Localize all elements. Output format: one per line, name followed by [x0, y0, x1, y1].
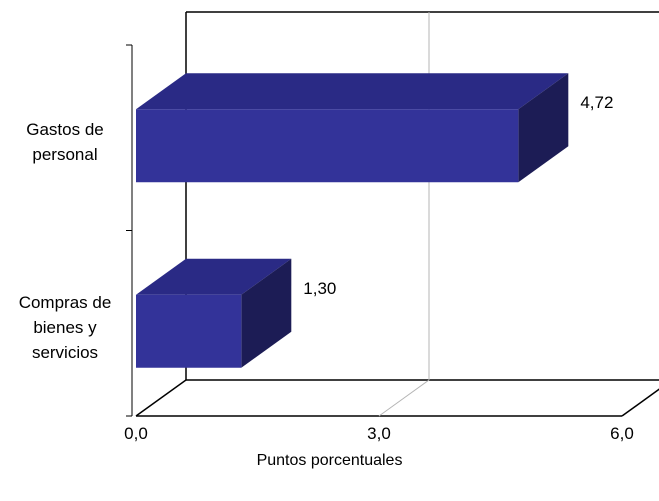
category-label-line: Gastos de — [26, 119, 104, 139]
x-tick-label: 0,0 — [124, 424, 148, 443]
bar-side-face — [518, 73, 569, 183]
bar-top-face — [136, 73, 569, 110]
category-label-line: servicios — [31, 342, 99, 362]
data-label: 1,30 — [303, 278, 337, 298]
category-label: Compras de bienes y servicios — [0, 290, 130, 365]
x-tick-label: 6,0 — [610, 424, 634, 443]
category-label-line: personal — [32, 144, 98, 164]
category-label-line: Compras de — [18, 292, 112, 312]
bar — [136, 73, 569, 183]
floor-left-edge — [135, 379, 187, 417]
gridline-floor — [378, 379, 430, 417]
bar-front-face — [136, 109, 519, 183]
floor-right-edge — [621, 388, 659, 417]
category-label-line: bienes y — [33, 317, 97, 337]
bar-front-face — [136, 294, 242, 368]
data-label: 4,72 — [580, 93, 614, 113]
bar-side-face — [241, 258, 292, 368]
x-tick-label: 3,0 — [367, 424, 391, 443]
bar-top-face — [136, 258, 292, 295]
category-label: Gastos de personal — [0, 117, 130, 167]
bar — [136, 258, 292, 368]
chart-bars — [136, 73, 569, 368]
x-axis-title: Puntos porcentuales — [256, 452, 403, 469]
